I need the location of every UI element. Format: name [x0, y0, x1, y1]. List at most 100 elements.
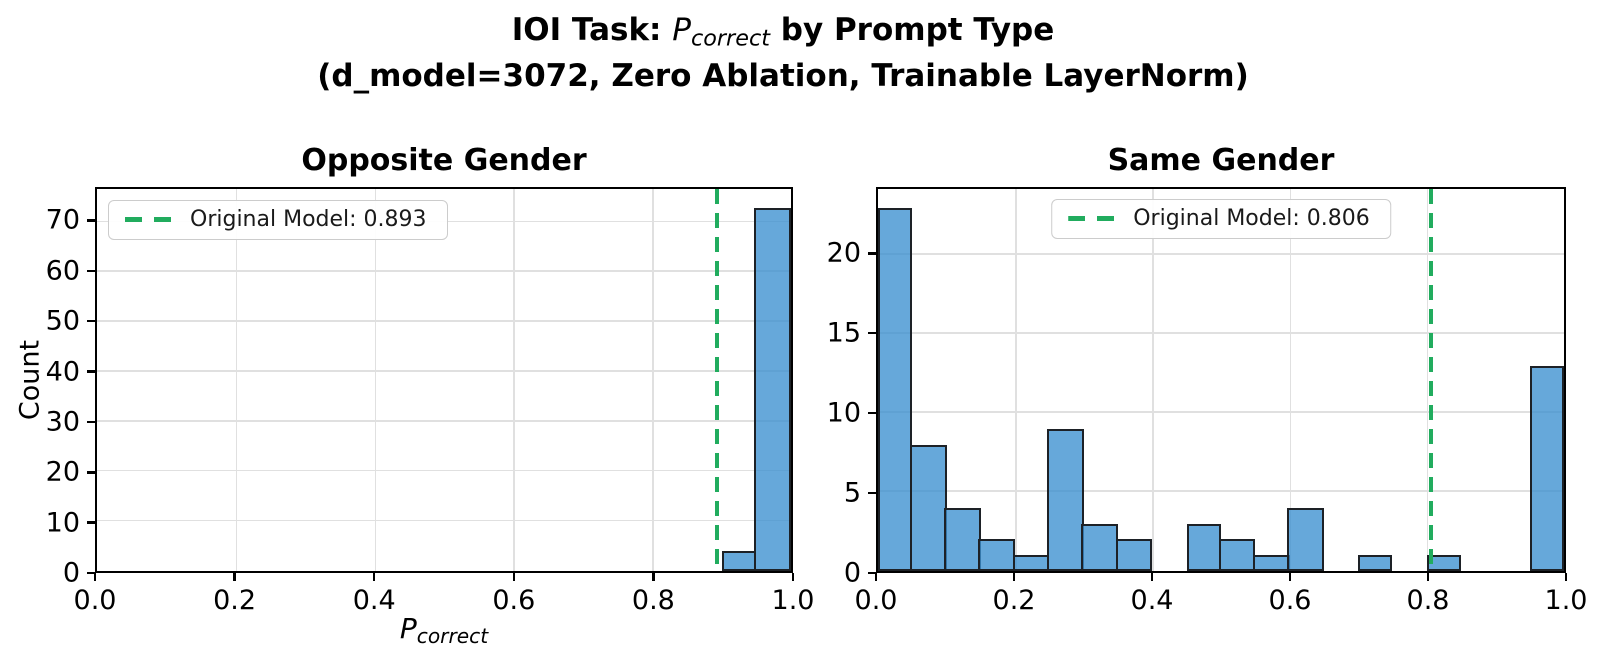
x-tick-mark: [1012, 573, 1016, 581]
gridline-vertical: [235, 189, 238, 571]
legend: Original Model: 0.893: [108, 200, 448, 240]
legend-label: Original Model: 0.893: [190, 207, 427, 232]
histogram-bar: [1081, 523, 1119, 571]
histogram-bar: [1218, 539, 1256, 571]
x-tick-mark: [1564, 573, 1568, 581]
gridline-vertical: [1426, 189, 1429, 571]
y-axis-label-count: Count: [14, 339, 46, 421]
gridline-horizontal: [97, 370, 791, 372]
gridline-horizontal: [97, 519, 791, 522]
histogram-bar: [909, 444, 947, 571]
subplot-title-same-gender: Same Gender: [1107, 143, 1335, 178]
y-tick-mark: [87, 370, 95, 373]
x-tick-mark: [1288, 573, 1292, 581]
y-tick-label: 50: [45, 305, 80, 337]
y-tick-label: 60: [45, 255, 80, 287]
axes-same-gender: Original Model: 0.806: [876, 187, 1566, 573]
x-tick-label: 1.0: [771, 585, 815, 616]
x-tick-label: 0.8: [631, 585, 675, 616]
x-tick-label: 0.0: [73, 585, 117, 616]
x-tick-mark: [93, 573, 97, 581]
y-tick-label: 10: [45, 507, 80, 539]
histogram-bar: [1047, 429, 1084, 571]
y-tick-mark: [87, 571, 95, 575]
gridline-vertical: [1152, 189, 1154, 571]
y-tick-mark: [87, 219, 95, 222]
gridline-horizontal: [878, 411, 1564, 413]
histogram-bar: [753, 208, 791, 571]
x-tick-label: 0.0: [854, 585, 898, 616]
legend-dashed-line-sample: [125, 217, 173, 222]
gridline-horizontal: [878, 253, 1564, 255]
histogram-bar: [878, 208, 913, 571]
gridline-horizontal: [97, 420, 791, 422]
y-tick-mark: [87, 420, 95, 424]
x-tick-mark: [372, 573, 376, 581]
legend-label: Original Model: 0.806: [1133, 206, 1370, 231]
y-tick-mark: [868, 411, 876, 415]
y-tick-mark: [87, 471, 95, 474]
x-tick-mark: [1150, 573, 1154, 581]
x-tick-label: 0.8: [1406, 585, 1450, 616]
gridline-vertical: [1289, 189, 1292, 571]
y-tick-label: 30: [45, 406, 80, 438]
subplot-title-opposite-gender: Opposite Gender: [301, 143, 587, 178]
figure-title-line2: (d_model=3072, Zero Ablation, Trainable …: [317, 57, 1249, 94]
gridline-horizontal: [97, 469, 791, 472]
histogram-bar: [1252, 555, 1290, 571]
gridline-horizontal: [878, 490, 1564, 492]
figure-title-line1: IOI Task: Pcorrect by Prompt Type: [511, 12, 1055, 52]
legend: Original Model: 0.806: [1051, 199, 1391, 239]
y-tick-label: 0: [843, 557, 861, 589]
gridline-vertical: [513, 189, 515, 571]
x-tick-mark: [512, 573, 516, 581]
y-tick-label: 15: [826, 317, 861, 349]
original-model-reference-line: [1428, 189, 1433, 571]
gridline-horizontal: [878, 332, 1564, 334]
x-tick-mark: [1426, 573, 1430, 581]
histogram-bar: [721, 551, 757, 571]
histogram-bar: [1426, 555, 1462, 571]
y-tick-label: 70: [45, 204, 80, 236]
y-tick-label: 0: [62, 557, 80, 589]
x-tick-label: 0.2: [992, 585, 1036, 616]
figure-title: IOI Task: Pcorrect by Prompt Type (d_mod…: [317, 12, 1249, 95]
histogram-bar: [978, 539, 1016, 571]
y-tick-label: 20: [45, 456, 80, 488]
x-tick-label: 1.0: [1544, 585, 1588, 616]
x-axis-label-pcorrect: Pcorrect: [399, 612, 489, 649]
gridline-vertical: [1015, 189, 1017, 571]
y-tick-mark: [868, 252, 876, 255]
y-tick-mark: [868, 571, 876, 575]
y-tick-mark: [87, 319, 95, 323]
y-tick-label: 10: [826, 397, 861, 429]
histogram-bar: [1115, 539, 1153, 571]
x-tick-label: 0.4: [1130, 585, 1174, 616]
gridline-horizontal: [97, 270, 791, 272]
histogram-bar: [1287, 507, 1324, 571]
axes-opposite-gender: Original Model: 0.893: [95, 187, 793, 573]
y-tick-label: 40: [45, 356, 80, 388]
y-tick-label: 20: [826, 237, 861, 269]
original-model-reference-line: [714, 189, 719, 571]
histogram-bar: [944, 507, 981, 571]
gridline-horizontal: [97, 320, 791, 322]
x-tick-mark: [791, 573, 795, 581]
y-tick-mark: [87, 521, 95, 524]
histogram-bar: [1358, 555, 1393, 571]
x-tick-mark: [233, 573, 236, 581]
x-tick-label: 0.6: [492, 585, 536, 616]
x-tick-label: 0.2: [213, 585, 257, 616]
y-tick-mark: [87, 269, 95, 273]
y-tick-mark: [868, 331, 876, 335]
legend-dashed-line-sample: [1068, 216, 1117, 221]
x-tick-mark: [652, 573, 655, 581]
gridline-vertical: [652, 189, 654, 571]
x-tick-label: 0.6: [1268, 585, 1312, 616]
histogram-bar: [1529, 365, 1564, 571]
x-tick-label: 0.4: [352, 585, 396, 616]
x-tick-mark: [874, 573, 878, 581]
y-tick-mark: [868, 491, 876, 495]
histogram-bar: [1012, 555, 1050, 571]
